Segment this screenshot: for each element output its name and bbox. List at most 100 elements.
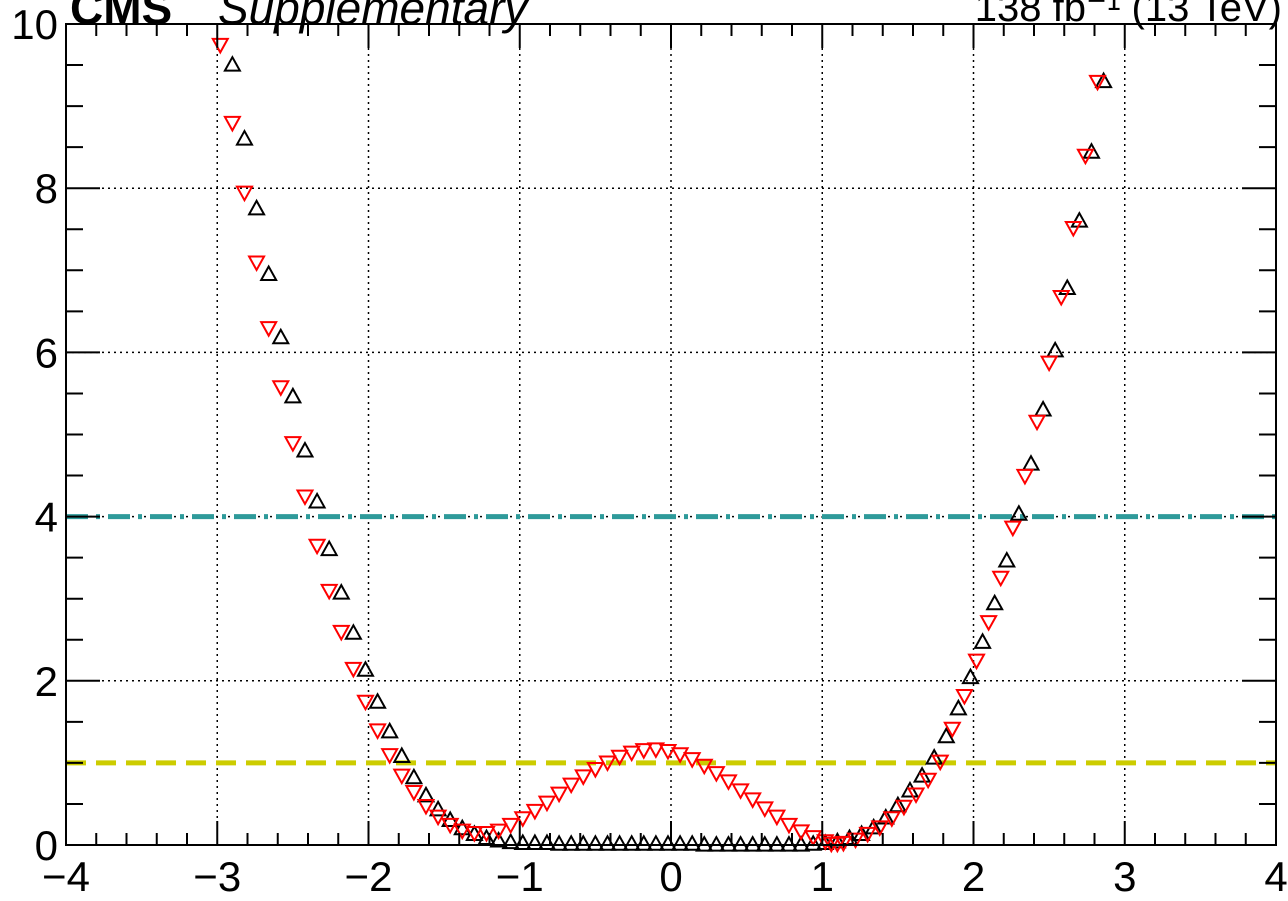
black-marker (1033, 399, 1053, 417)
red-marker (943, 721, 962, 739)
black-marker (949, 698, 968, 716)
black-marker (259, 264, 278, 282)
black-marker (404, 767, 424, 785)
red-marker (501, 817, 520, 835)
red-marker (991, 570, 1010, 588)
black-marker (828, 831, 847, 849)
red-marker (931, 754, 950, 772)
red-marker (791, 824, 811, 841)
red-marker (610, 749, 629, 767)
black-marker (368, 692, 387, 709)
red-marker (1088, 74, 1107, 92)
black-marker (416, 785, 436, 803)
red-marker (755, 801, 774, 818)
x-tick-label: 3 (1113, 853, 1136, 900)
black-marker (670, 834, 690, 851)
black-marker (380, 721, 399, 739)
red-marker (634, 743, 653, 760)
black-marker (682, 834, 702, 851)
red-marker (489, 823, 508, 841)
black-marker (428, 799, 448, 817)
black-marker (743, 835, 762, 852)
red-marker (404, 785, 424, 802)
red-marker (247, 255, 266, 273)
red-marker (392, 768, 411, 786)
black-marker (707, 835, 726, 852)
x-tick-label: 0 (659, 853, 682, 900)
red-marker (574, 769, 593, 786)
red-marker (259, 321, 278, 338)
red-marker (894, 799, 914, 817)
black-marker (997, 550, 1016, 568)
experiment-label: CMS (70, 0, 173, 34)
x-tick-label: −3 (193, 853, 241, 900)
red-marker (918, 772, 938, 790)
black-marker (1021, 454, 1041, 471)
red-marker (707, 766, 726, 783)
black-marker (961, 667, 980, 685)
red-marker (453, 823, 472, 841)
black-marker (888, 795, 908, 813)
black-marker (1009, 504, 1029, 521)
black-marker (586, 834, 605, 851)
black-marker (924, 748, 944, 765)
black-marker (937, 726, 956, 744)
red-marker (416, 798, 436, 816)
red-marker (211, 37, 230, 55)
red-marker (1015, 468, 1035, 486)
y-tick-label: 6 (35, 329, 58, 376)
red-marker (1003, 520, 1023, 538)
red-marker (307, 538, 327, 556)
y-tick-label: 0 (35, 822, 58, 869)
red-marker (882, 811, 902, 828)
red-marker (1076, 148, 1095, 166)
red-marker (967, 653, 986, 671)
black-marker (912, 766, 932, 783)
black-marker (791, 835, 811, 852)
black-marker (501, 832, 520, 850)
red-marker (368, 723, 387, 740)
black-marker (525, 833, 545, 850)
red-marker (537, 795, 557, 813)
red-marker (465, 826, 484, 843)
red-marker (870, 820, 889, 837)
black-marker (864, 817, 883, 835)
red-marker (670, 747, 690, 764)
red-marker (586, 762, 605, 779)
black-marker (344, 623, 363, 640)
red-marker (1064, 220, 1083, 238)
red-marker (319, 583, 339, 601)
black-marker (622, 834, 641, 851)
red-marker (906, 787, 926, 805)
black-marker (1070, 211, 1089, 228)
y-tick-label: 4 (35, 494, 58, 541)
x-tick-label: −2 (345, 853, 393, 900)
black-marker (392, 746, 411, 763)
red-marker (440, 817, 460, 835)
red-marker (525, 803, 545, 821)
black-marker (295, 440, 315, 458)
red-marker (598, 755, 617, 773)
black-marker (1082, 142, 1101, 159)
y-tick-label: 2 (35, 658, 58, 705)
black-marker (973, 632, 992, 649)
red-marker (767, 809, 787, 827)
red-marker (743, 792, 762, 809)
red-marker (1039, 355, 1059, 373)
x-tick-label: 2 (962, 853, 985, 900)
black-marker (731, 835, 750, 852)
red-marker (380, 748, 399, 765)
black-marker (489, 830, 508, 848)
red-marker (513, 811, 532, 828)
red-marker (235, 185, 254, 203)
red-marker (549, 786, 569, 804)
red-marker (223, 115, 242, 133)
red-marker (731, 783, 750, 800)
black-marker (307, 491, 327, 509)
black-marker (247, 198, 266, 216)
y-tick-label: 10 (11, 1, 58, 48)
red-marker (1052, 289, 1071, 307)
red-marker (561, 777, 581, 795)
red-marker (646, 742, 666, 759)
